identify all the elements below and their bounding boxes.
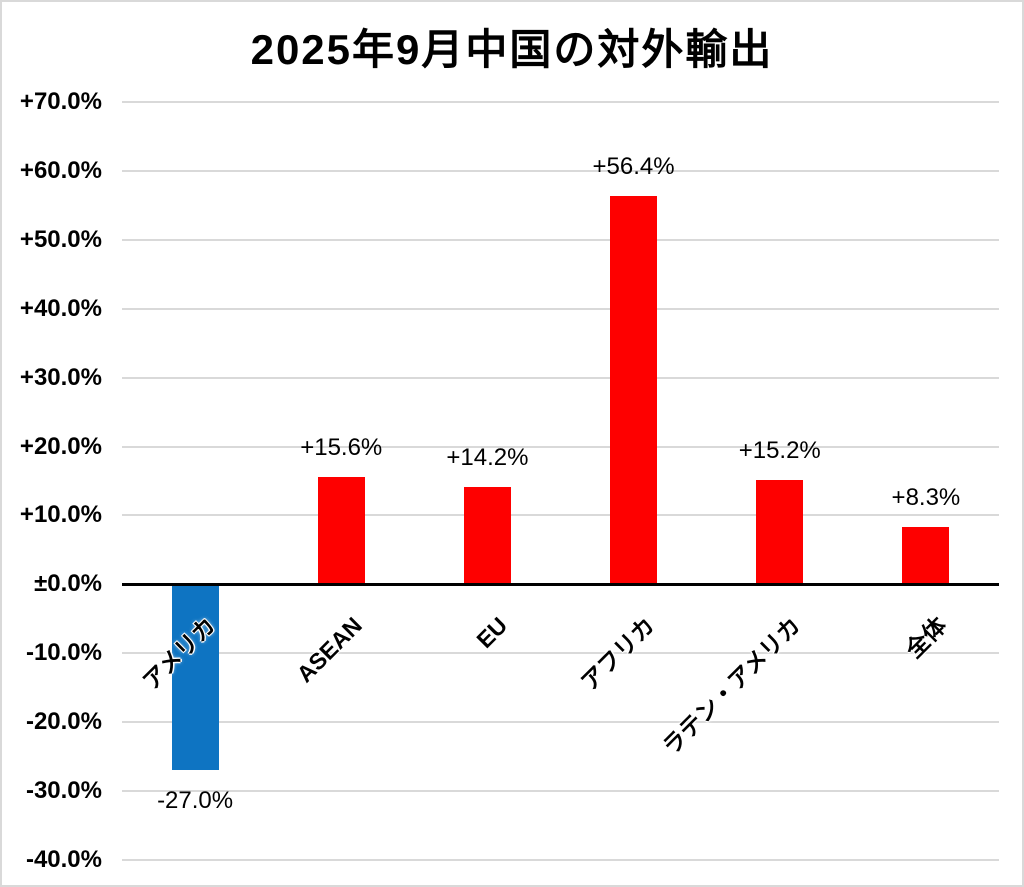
plot-area: +70.0% +60.0% +50.0% +40.0% +30.0% +20.0% +10.… [20, 88, 999, 873]
y-axis-label: +50.0% [19, 225, 102, 253]
y-axis-label: -10.0% [25, 639, 102, 667]
y-axis-label: +10.0% [19, 501, 102, 529]
gridline [122, 169, 999, 172]
data-label: +15.2% [738, 436, 821, 464]
bar-1 [317, 476, 365, 585]
gridline [122, 859, 999, 861]
gridline [122, 101, 999, 103]
bar-0 [171, 584, 219, 771]
bar-5 [902, 527, 950, 585]
gridline [122, 238, 999, 241]
x-axis-line [122, 582, 999, 586]
y-axis-label: +60.0% [19, 156, 102, 184]
y-axis-label: -20.0% [25, 708, 102, 736]
gridline [122, 652, 999, 655]
gridline [122, 445, 999, 448]
gridline [122, 790, 999, 793]
y-axis-label: +70.0% [19, 88, 102, 115]
data-label: +15.6% [300, 433, 383, 461]
gridline [122, 721, 999, 724]
data-label: +56.4% [592, 152, 675, 180]
y-axis-label: +20.0% [19, 432, 102, 460]
y-axis-label: +40.0% [19, 294, 102, 322]
category-label: 全体 [900, 612, 952, 664]
gridline [122, 514, 999, 517]
y-axis-label: +30.0% [19, 363, 102, 391]
category-label: ラテン・アメリカ [657, 612, 806, 761]
data-label: -27.0% [157, 787, 234, 815]
y-axis-label: -30.0% [25, 777, 102, 805]
bar-4 [756, 479, 804, 585]
gridline [122, 307, 999, 310]
category-label: ASEAN [291, 612, 367, 688]
category-label: EU [471, 612, 513, 654]
chart-title: 2025年9月中国の対外輸出 [250, 26, 774, 73]
data-label: +14.2% [446, 443, 529, 471]
bar-3 [610, 195, 658, 585]
data-label: +8.3% [891, 484, 961, 512]
bar-2 [463, 486, 511, 585]
y-axis-label: ±0.0% [34, 570, 102, 598]
y-axis-label: -40.0% [25, 846, 102, 873]
gridline [122, 376, 999, 379]
